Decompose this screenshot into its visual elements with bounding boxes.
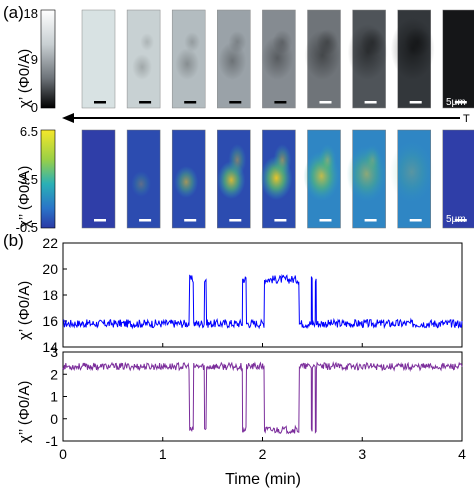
- chi-double-prime-colorbar-tick-top: 6.5: [20, 124, 38, 139]
- chi-prime-image-row: [81, 9, 474, 109]
- chi-double-prime-image-tile: [346, 129, 387, 229]
- chi-prime-colorbar-tick-top: 18: [24, 6, 38, 21]
- chi-double-prime-scale-label: 5μm: [446, 214, 466, 225]
- chi-prime-image-tile: [126, 9, 161, 109]
- scale-bar: [454, 101, 467, 104]
- temperature-arrow-label: T: [463, 113, 470, 125]
- y-tick-label: 16: [42, 313, 58, 329]
- chi-double-prime-image-tile: [81, 129, 116, 229]
- y-tick-label: 1: [50, 389, 58, 405]
- panel-label-b: (b): [3, 231, 24, 250]
- scale-bar: [274, 101, 287, 104]
- scale-bar: [409, 219, 422, 222]
- x-tick-label: 2: [259, 446, 267, 462]
- y-tick-label: 2: [50, 366, 58, 382]
- scale-bar: [364, 219, 377, 222]
- scale-bar: [454, 219, 467, 222]
- x-tick-label: 3: [358, 446, 366, 462]
- y-tick-label: 18: [42, 287, 58, 303]
- chi-prime-image-tile: [261, 9, 296, 109]
- x-axis-label: Time (min): [225, 471, 301, 488]
- chi-double-prime-image-tile: [303, 129, 341, 229]
- scale-bar: [139, 219, 152, 222]
- temperature-arrowhead: [62, 113, 74, 123]
- x-tick-label: 4: [458, 446, 466, 462]
- chi-prime-scale-label: 5μm: [446, 97, 466, 108]
- x-tick-label: 1: [159, 446, 167, 462]
- chi-double-prime-image-tile: [217, 129, 251, 229]
- chi-double-prime-colorbar: [40, 129, 56, 229]
- scale-bar: [139, 101, 152, 104]
- chi-prime-image-tile: [347, 9, 388, 109]
- scale-bar: [409, 101, 422, 104]
- chi-double-prime-image-tile: [171, 129, 206, 229]
- y-tick-label: 22: [42, 235, 58, 251]
- plot-frame: [62, 242, 463, 348]
- x-tick-label: 0: [59, 446, 67, 462]
- data-series-trace: [62, 361, 463, 435]
- y-tick-label: 3: [50, 344, 58, 360]
- scale-bar: [94, 101, 106, 104]
- y-tick-label: 20: [42, 261, 58, 277]
- chi-prime-colorbar-tick-bottom: 0: [31, 100, 38, 115]
- chi-prime-image-tile: [171, 9, 206, 109]
- scale-bar: [229, 101, 242, 104]
- data-series-trace: [62, 273, 463, 330]
- chi-prime-image-tile: [217, 9, 251, 109]
- y-tick-label: -1: [46, 433, 59, 449]
- scale-bar: [184, 101, 197, 104]
- chi-double-prime-image-tile: [126, 129, 161, 229]
- chi-double-prime-colorbar-tick-mid: 3.5: [20, 172, 38, 187]
- chi-double-prime-colorbar-tick-bottom: -0.5: [16, 220, 38, 235]
- chi-prime-image-tile: [390, 9, 435, 109]
- chi-prime-image-tile: [81, 9, 116, 109]
- chi-double-prime-image-row: [81, 129, 474, 229]
- chi-double-prime-image-tile: [260, 129, 296, 229]
- scale-bar: [319, 101, 332, 104]
- panel-label-a: (a): [3, 3, 24, 22]
- chi-prime-image-ylabel: χ’ (Φ0/A): [16, 49, 33, 108]
- chi-prime-image-tile: [304, 9, 341, 109]
- chi-prime-image-tile: [442, 9, 474, 109]
- scale-bar: [319, 219, 332, 222]
- chi-double-prime-image-tile: [389, 129, 434, 229]
- chi-prime-colorbar: [40, 9, 56, 109]
- scale-bar: [364, 101, 377, 104]
- scale-bar: [94, 219, 106, 222]
- scale-bar: [184, 219, 197, 222]
- chi-double-prime-image-tile: [442, 129, 474, 229]
- y-tick-label: 14: [42, 339, 58, 355]
- plot2-ylabel: χ’’ (Φ0/A): [16, 381, 33, 443]
- chi-prime-colorbar-tick-mid: 9: [31, 52, 38, 67]
- plot1-ylabel: χ’ (Φ0/A): [16, 281, 33, 340]
- chi-double-prime-image-ylabel: χ’’ (Φ0/A): [16, 166, 33, 228]
- y-tick-label: 0: [50, 411, 58, 427]
- chi-prime-time-plot: 14 16 18 20 22: [42, 235, 463, 355]
- scale-bar: [229, 219, 242, 222]
- scale-bar: [274, 219, 287, 222]
